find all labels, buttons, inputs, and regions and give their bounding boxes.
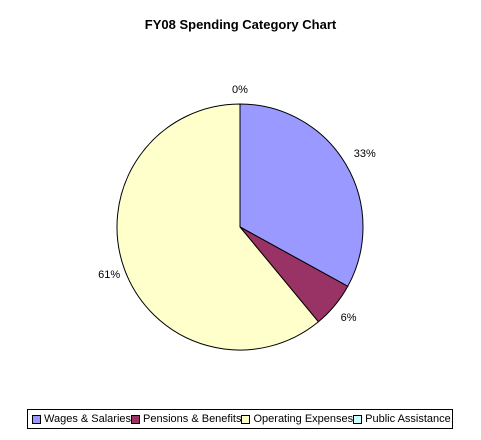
legend-label-wages: Wages & Salaries bbox=[44, 413, 132, 425]
legend-swatch-operating bbox=[241, 414, 251, 424]
legend-label-public-assistance: Public Assistance bbox=[365, 413, 451, 425]
legend-item-wages: Wages & Salaries bbox=[32, 413, 131, 425]
slice-label-pensions: 6% bbox=[341, 312, 357, 324]
chart-legend: Wages & Salaries Pensions & Benefits Ope… bbox=[27, 409, 453, 429]
chart-title: FY08 Spending Category Chart bbox=[144, 17, 337, 32]
pie-slice-wages bbox=[239, 103, 364, 287]
legend-swatch-public-assistance bbox=[353, 414, 363, 424]
legend-swatch-pensions bbox=[131, 414, 141, 424]
legend-label-operating: Operating Expenses bbox=[253, 413, 354, 425]
slice-label-public-assistance: 0% bbox=[232, 84, 248, 96]
legend-item-operating: Operating Expenses bbox=[241, 413, 353, 425]
legend-label-pensions: Pensions & Benefits bbox=[143, 413, 242, 425]
legend-item-public-assistance: Public Assistance bbox=[353, 413, 451, 425]
pie-slice-operating bbox=[116, 103, 320, 351]
slice-label-wages: 33% bbox=[354, 148, 376, 160]
legend-swatch-wages bbox=[32, 414, 41, 424]
slice-label-operating: 61% bbox=[98, 269, 120, 281]
legend-item-pensions: Pensions & Benefits bbox=[131, 413, 241, 425]
